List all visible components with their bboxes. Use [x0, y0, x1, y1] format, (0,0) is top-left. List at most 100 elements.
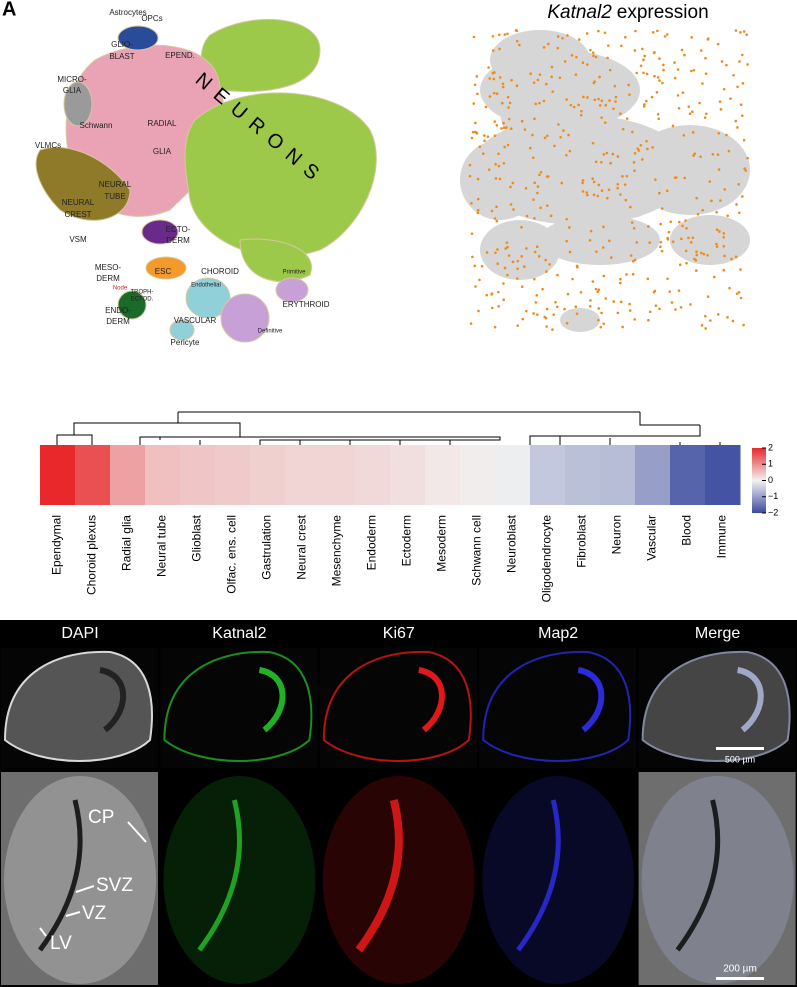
expressing-cell [565, 98, 568, 101]
expressing-cell [677, 289, 681, 292]
expressing-cell [596, 290, 600, 293]
category-label: Vascular [645, 515, 659, 561]
expressing-cell [621, 325, 624, 329]
expressing-cell [545, 307, 549, 311]
expressing-cell [712, 275, 716, 279]
expressing-cell [471, 130, 475, 134]
expressing-cell [502, 298, 505, 301]
image-bottom [479, 772, 637, 985]
expressing-cell [690, 36, 693, 39]
microscopy: DAPI Katnal2 Ki67 Map2 Merge [1, 625, 796, 985]
expressing-cell [592, 54, 595, 58]
expressing-cell [673, 76, 677, 80]
expressing-cell [581, 181, 584, 185]
expressing-cell [704, 72, 708, 75]
expressing-cell [534, 102, 537, 106]
expressing-cell [496, 262, 500, 266]
expressing-cell [700, 251, 703, 255]
cluster-label: RADIAL [148, 119, 177, 128]
expressing-cell [471, 255, 474, 259]
expressing-cell [490, 293, 493, 296]
expressing-cell [602, 153, 606, 156]
expressing-cell [639, 143, 643, 147]
category-label: Mesoderm [435, 515, 449, 572]
expressing-cell [687, 105, 691, 108]
cluster-label: CREST [64, 210, 91, 219]
heatmap-cell [600, 445, 636, 505]
expressing-cell [524, 187, 528, 190]
expressing-cell [735, 203, 738, 206]
expressing-cell [708, 180, 712, 183]
expressing-cell [737, 290, 741, 294]
expressing-cell [719, 108, 723, 111]
expressing-cell [722, 245, 726, 248]
expressing-cell [532, 312, 535, 315]
category-label: Fibroblast [575, 514, 589, 567]
expressing-cell [598, 75, 601, 79]
expression-plot [460, 28, 750, 332]
expressing-cell [494, 162, 497, 166]
ventricle [516, 799, 561, 952]
expressing-cell [695, 253, 699, 257]
expressing-cell [506, 95, 510, 99]
expressing-cell [642, 58, 645, 62]
expressing-cell [689, 303, 692, 306]
cluster-label: ECTOD. [131, 297, 154, 303]
expressing-cell [639, 64, 643, 68]
category-label: Blood [680, 515, 694, 546]
expressing-cell [606, 56, 609, 60]
heatmap-cell [285, 445, 321, 505]
expressing-cell [746, 63, 749, 66]
expressing-cell [551, 328, 554, 331]
expressing-cell [715, 242, 718, 246]
expressing-cell [643, 54, 647, 58]
expressing-cell [603, 31, 607, 35]
expressing-cell [658, 57, 661, 60]
expressing-cell [659, 245, 662, 249]
expressing-cell [560, 181, 564, 185]
colorbar-label: 0 [768, 475, 773, 485]
expressing-cell [736, 126, 739, 129]
annotation: LV [50, 933, 72, 954]
expressing-cell [633, 151, 637, 155]
expressing-cell [704, 327, 707, 330]
expressing-cell [588, 304, 592, 308]
expressing-cell [533, 250, 537, 254]
expressing-cell [497, 33, 501, 37]
expressing-cell [569, 103, 573, 107]
expressing-cell [545, 270, 548, 273]
cluster-label: MESO- [95, 263, 122, 272]
cluster-label: MICRO- [57, 75, 87, 84]
expressing-cell [575, 55, 578, 59]
expressing-cell [706, 295, 710, 298]
expressing-cell [474, 121, 477, 125]
expressing-cell [568, 226, 571, 229]
expressing-cell [509, 127, 513, 131]
expressing-cell [633, 49, 637, 52]
category-label: Gastrulation [260, 515, 274, 580]
expressing-cell [557, 123, 560, 126]
expressing-cell [532, 198, 535, 201]
expressing-cell [504, 247, 507, 250]
expressing-cell [575, 264, 579, 268]
expressing-cell [539, 206, 542, 210]
tissue-field [482, 776, 635, 984]
cell-cluster [500, 80, 540, 140]
panel-label: A [2, 0, 16, 20]
expressing-cell [735, 292, 739, 295]
expressing-cell [505, 241, 509, 244]
expressing-cell [630, 221, 634, 224]
expressing-cell [627, 83, 630, 87]
expressing-cell [495, 124, 499, 127]
expressing-cell [717, 168, 721, 171]
expressing-cell [503, 33, 507, 36]
expressing-cell [665, 189, 669, 193]
expressing-cell [681, 224, 684, 228]
expressing-cell [543, 136, 547, 140]
expressing-cell [552, 313, 555, 316]
expressing-cell [468, 174, 472, 178]
expressing-cell [515, 39, 519, 43]
expressing-cell [507, 106, 510, 109]
expressing-cell [588, 238, 592, 242]
expressing-cell [518, 43, 521, 47]
